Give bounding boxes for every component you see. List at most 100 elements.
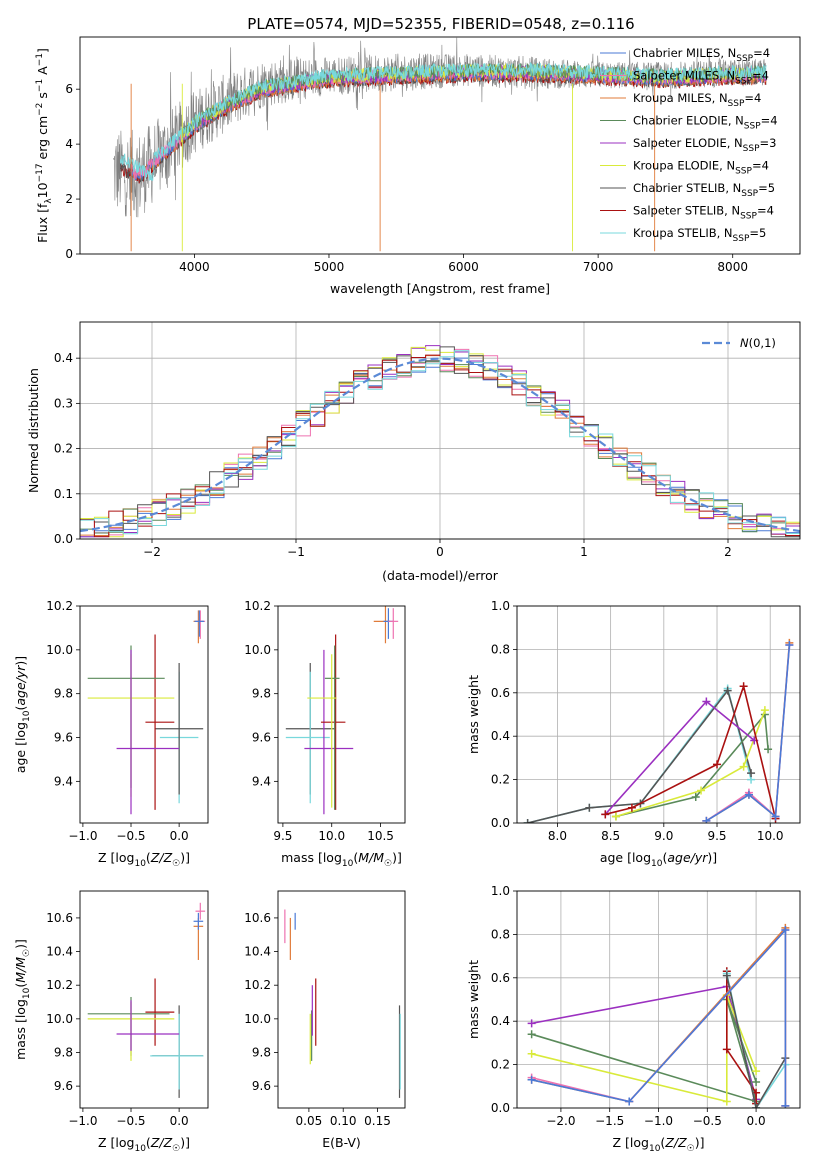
y-tick-label: 10.4 — [46, 945, 73, 959]
y-tick-label: 0.4 — [54, 351, 73, 365]
weight-point — [722, 1097, 731, 1106]
weight-point — [785, 641, 794, 650]
plot-area — [80, 345, 800, 538]
x-tick-label: 8000 — [717, 260, 748, 274]
legend-label: Chabrier ELODIE, NSSP=4 — [633, 114, 778, 132]
weight-point — [702, 697, 711, 706]
y-tick-label: 9.6 — [54, 731, 73, 745]
weight-point — [527, 1049, 536, 1058]
axes-frame — [79, 890, 209, 1109]
x-tick-label: 0.0 — [747, 1114, 766, 1128]
y-tick-label: 9.6 — [252, 1079, 271, 1093]
weight-line-chabrier-miles — [705, 645, 791, 822]
x-tick-label: 9.5 — [707, 829, 726, 843]
weight-point — [752, 1067, 761, 1076]
weight-point — [781, 1101, 790, 1108]
y-tick-label: 0.3 — [54, 396, 73, 410]
x-tick-label: −1.5 — [595, 1114, 624, 1128]
legend-label: Kroupa MILES, NSSP=4 — [633, 91, 761, 109]
x-tick-label: 7000 — [583, 260, 614, 274]
weight-point — [523, 819, 532, 823]
weight-point — [747, 769, 756, 778]
x-axis-label: mass [log10(M/M☉)] — [281, 850, 402, 869]
weight-line-chabrier-elodie — [615, 712, 769, 818]
weight-point — [764, 745, 773, 754]
weight-point — [601, 810, 610, 819]
weight-line-salpeter-stelib — [725, 971, 757, 1104]
y-tick-label: 0.2 — [491, 773, 510, 787]
y-tick-label: 4 — [65, 137, 73, 151]
errorbar-panel-2: −1.0 −0.5 0.0 9.4 9.6 9.8 10.0 10.2 — [46, 599, 209, 843]
axes-frame — [277, 890, 406, 1109]
axes-frame — [79, 321, 801, 540]
y-tick-label: 10.0 — [46, 643, 73, 657]
x-tick-label: 4000 — [179, 260, 210, 274]
y-tick-label: 9.8 — [252, 687, 271, 701]
x-tick-label: 0 — [436, 545, 444, 559]
x-tick-label: 0.0 — [170, 829, 189, 843]
plot-area — [285, 606, 399, 815]
weight-point — [760, 706, 769, 715]
y-tick-label: 0.1 — [54, 487, 73, 501]
x-axis-label: age [log10(age/yr)] — [600, 850, 717, 869]
plot-area — [523, 638, 794, 823]
errorbar-panel-5: −1.0 −0.5 0.0 9.6 9.8 10.0 10.2 10.4 10.6 — [46, 890, 209, 1128]
y-tick-label: 9.8 — [252, 1045, 271, 1059]
weight-point — [723, 686, 732, 695]
x-axis-label: Z [log10(Z/Z☉)] — [98, 850, 190, 869]
legend-label: Salpeter MILES, NSSP=4 — [633, 69, 769, 87]
weight-panel-4: 8.0 8.5 9.0 9.5 10.0 0.0 0.2 0.4 0.6 0.8 1.0 — [491, 599, 801, 843]
spectrum-model-kroupa-stelib — [119, 61, 767, 181]
y-tick-label: 6 — [65, 82, 73, 96]
weight-point — [611, 812, 620, 821]
x-tick-label: 2 — [724, 545, 732, 559]
histogram-kroupa-stelib — [80, 350, 800, 535]
y-axis-label: mass [log10(M/M☉)] — [13, 939, 32, 1060]
x-tick-label: 5000 — [314, 260, 345, 274]
y-tick-label: 0.6 — [491, 971, 510, 985]
x-axis-label: wavelength [Angstrom, rest frame] — [330, 281, 550, 296]
weight-point — [702, 816, 711, 823]
axes-frame — [79, 605, 209, 824]
y-tick-label: 1.0 — [491, 599, 510, 613]
axes-frame — [277, 605, 406, 824]
y-tick-label: 1.0 — [491, 884, 510, 898]
y-axis-label: age [log10(age/yr)] — [13, 656, 32, 773]
x-tick-label: 0.15 — [364, 1114, 391, 1128]
y-tick-label: 10.2 — [46, 978, 73, 992]
weight-point — [527, 1019, 536, 1028]
legend-label: Salpeter ELODIE, NSSP=3 — [633, 136, 776, 154]
x-tick-label: −1 — [287, 545, 305, 559]
y-axis-label: mass weight — [466, 960, 481, 1039]
y-tick-label: 9.8 — [54, 1045, 73, 1059]
y-tick-label: 0.2 — [54, 442, 73, 456]
y-tick-label: 0 — [65, 247, 73, 261]
x-tick-label: 9.0 — [654, 829, 673, 843]
weight-point — [697, 786, 706, 795]
plot-area — [113, 37, 767, 252]
y-tick-label: 0.8 — [491, 927, 510, 941]
y-tick-label: 9.4 — [54, 774, 73, 788]
weight-line-kroupa-elodie — [615, 709, 766, 818]
weight-point — [752, 1077, 761, 1086]
plot-area — [284, 909, 401, 1098]
x-tick-label: 9.5 — [273, 829, 292, 843]
y-tick-label: 9.6 — [54, 1079, 73, 1093]
y-tick-label: 10.2 — [244, 978, 271, 992]
x-tick-label: 10.0 — [757, 829, 784, 843]
figure-title: PLATE=0574, MJD=52355, FIBERID=0548, z=0… — [247, 15, 634, 33]
legend-label: Chabrier STELIB, NSSP=5 — [633, 181, 775, 199]
axes-frame — [516, 605, 801, 824]
y-tick-label: 9.4 — [252, 774, 271, 788]
y-tick-label: 0.6 — [491, 686, 510, 700]
y-tick-label: 10.6 — [244, 911, 271, 925]
y-tick-label: 10.4 — [244, 945, 271, 959]
spectrum-data-line — [113, 37, 767, 218]
weight-point — [739, 762, 748, 771]
x-axis-label: (data-model)/error — [382, 568, 499, 583]
y-tick-label: 0.4 — [491, 1014, 510, 1028]
y-tick-label: 10.2 — [46, 599, 73, 613]
plot-area — [87, 610, 206, 815]
y-axis-label: mass weight — [466, 675, 481, 754]
